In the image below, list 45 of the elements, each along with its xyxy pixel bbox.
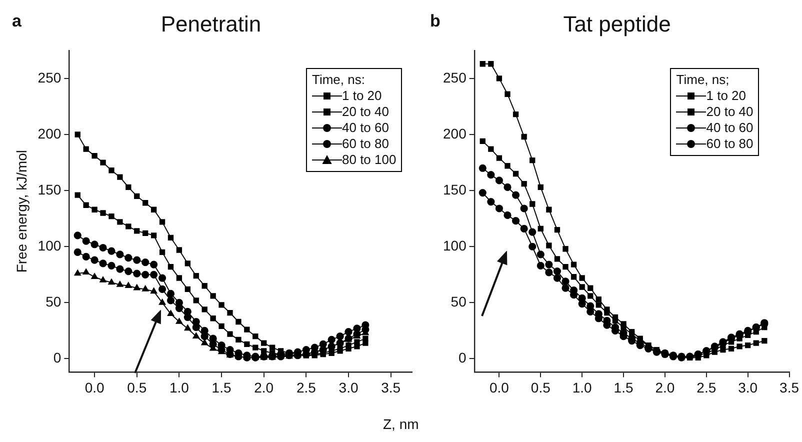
y-tick-label: 250 xyxy=(443,69,467,86)
x-tick-label: 3.0 xyxy=(738,379,758,396)
y-tick-label: 100 xyxy=(443,237,467,254)
x-tick-label: 2.0 xyxy=(655,379,675,396)
x-tick-label: 0.0 xyxy=(489,379,510,396)
y-tick-label: 200 xyxy=(443,125,467,142)
x-tick-label: 1.5 xyxy=(212,379,232,396)
y-tick-label: 200 xyxy=(38,125,62,142)
y-tick-label: 100 xyxy=(38,237,62,254)
legend-label: 60 to 80 xyxy=(342,136,389,152)
legend-label: 20 to 40 xyxy=(706,104,754,120)
y-tick-label: 0 xyxy=(458,350,467,366)
y-axis-title: Free energy, kJ/mol xyxy=(13,150,30,273)
chart-title: Tat peptide xyxy=(563,11,671,36)
x-tick-label: 2.5 xyxy=(696,379,716,396)
legend-label: 60 to 80 xyxy=(706,136,754,152)
legend-label: 40 to 60 xyxy=(706,120,754,136)
x-tick-label: 1.0 xyxy=(572,379,592,396)
text: b xyxy=(430,12,440,31)
y-tick-label: 0 xyxy=(53,350,62,366)
chart-title: Penetratin xyxy=(160,11,262,36)
y-tick-label: 250 xyxy=(38,69,62,86)
x-tick-label: 3.5 xyxy=(780,379,800,396)
x-tick-label: 2.5 xyxy=(296,379,316,396)
x-tick-label: 2.0 xyxy=(254,379,274,396)
legend-label: 1 to 20 xyxy=(342,88,382,104)
legend-title: Time, ns: xyxy=(312,72,366,88)
x-tick-label: 0.0 xyxy=(84,379,104,396)
y-tick-label: 150 xyxy=(443,181,467,198)
x-axis-title: Z, nm xyxy=(383,416,419,432)
legend-label: 1 to 20 xyxy=(706,88,746,104)
x-tick-label: 1.0 xyxy=(169,379,190,396)
y-tick-label: 50 xyxy=(450,294,467,310)
y-tick-label: 150 xyxy=(38,181,62,198)
x-tick-label: 1.5 xyxy=(614,379,634,396)
text: a xyxy=(12,12,22,31)
legend-label: 40 to 60 xyxy=(342,120,389,136)
x-tick-label: 3.5 xyxy=(381,379,401,396)
y-tick-label: 50 xyxy=(46,294,62,310)
x-tick-label: 0.5 xyxy=(127,379,147,396)
legend-label: 20 to 40 xyxy=(342,104,389,120)
legend-label: 80 to 100 xyxy=(342,152,396,168)
legend-title: Time, ns; xyxy=(676,72,730,88)
x-tick-label: 3.0 xyxy=(338,379,358,396)
x-tick-label: 0.5 xyxy=(530,379,551,396)
